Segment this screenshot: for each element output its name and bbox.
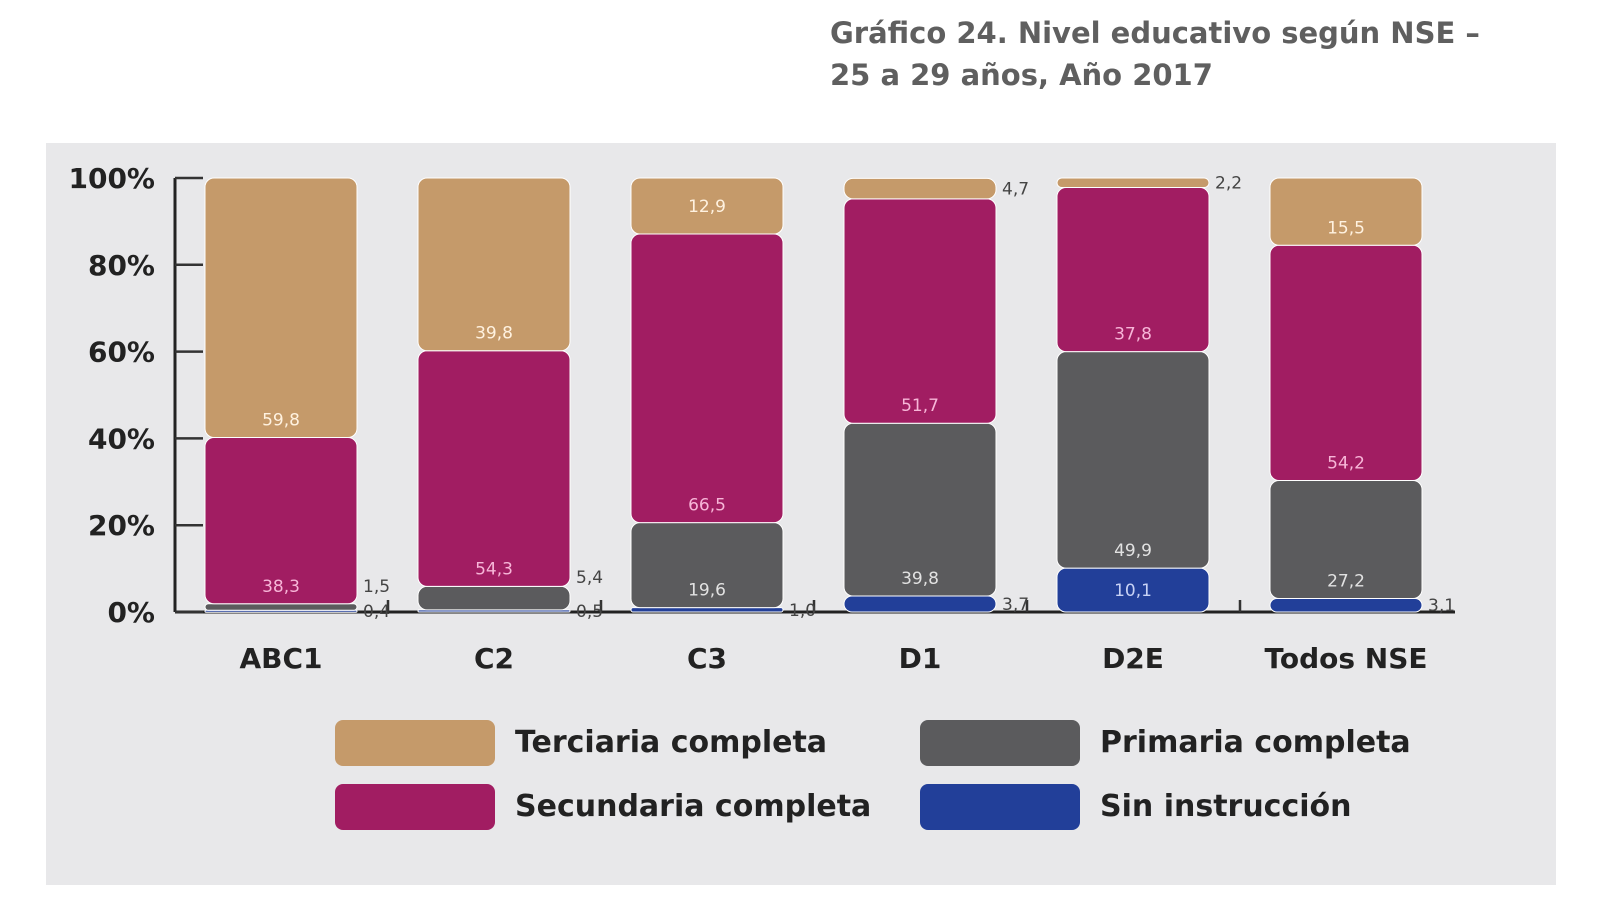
legend-item-primaria: Primaria completa [920,718,1411,768]
bar-segment-sin-instruccion [843,595,997,613]
bar-segment-secundaria-completa [417,350,571,587]
bar-segment-terciaria-completa [630,177,784,235]
x-tick-label: C3 [687,642,727,675]
data-label-primaria-completa: 5,4 [576,568,603,588]
x-tick-label: ABC1 [239,642,322,675]
bar-segment-secundaria-completa [843,198,997,424]
data-label-sin-instruccion: 10,1 [1114,581,1152,601]
x-tick-label: Todos NSE [1264,642,1427,675]
chart-title-line-2: 25 a 29 años, Año 2017 [830,58,1213,92]
x-tick-label: D1 [899,642,942,675]
data-label-sin-instruccion: 3,1 [1428,596,1455,616]
legend-label-sin-instruccion: Sin instrucción [1100,789,1352,824]
legend-item-secundaria: Secundaria completa [335,782,871,832]
y-tick-label: 80% [88,249,155,282]
bar-segment-terciaria-completa [204,177,358,439]
data-label-secundaria-completa: 66,5 [688,496,726,516]
data-label-terciaria-completa: 2,2 [1215,174,1242,194]
x-tick-label: D2E [1102,642,1164,675]
legend-item-sin-instruccion: Sin instrucción [920,782,1352,832]
data-label-secundaria-completa: 38,3 [262,577,300,597]
legend-swatch-primaria [920,720,1080,766]
data-label-terciaria-completa: 4,7 [1002,180,1029,200]
data-label-secundaria-completa: 37,8 [1114,325,1152,345]
y-tick-label: 20% [88,509,155,542]
legend-item-terciaria: Terciaria completa [335,718,827,768]
data-label-primaria-completa: 49,9 [1114,541,1152,561]
y-tick-label: 0% [107,596,155,629]
data-label-terciaria-completa: 39,8 [475,324,513,344]
bar-segment-sin-instruccion [1269,598,1423,613]
chart-title-line-1: Gráfico 24. Nivel educativo según NSE – [830,16,1480,50]
bar-segment-terciaria-completa [417,177,571,352]
legend-swatch-sin-instruccion [920,784,1080,830]
data-label-sin-instruccion: 1,0 [789,601,816,621]
bar-segment-primaria-completa [1056,351,1210,569]
bar-segment-terciaria-completa [1056,177,1210,189]
data-label-secundaria-completa: 51,7 [901,396,939,416]
data-label-terciaria-completa: 15,5 [1327,218,1365,238]
bar-segment-terciaria-completa [1269,177,1423,246]
legend-swatch-terciaria [335,720,495,766]
legend-label-terciaria: Terciaria completa [515,725,828,760]
legend-swatch-secundaria [335,784,495,830]
data-label-primaria-completa: 27,2 [1327,572,1365,592]
y-tick-label: 100% [68,162,155,195]
data-label-secundaria-completa: 54,2 [1327,453,1365,473]
bar-segment-primaria-completa [417,585,571,611]
bar-segment-secundaria-completa [630,233,784,524]
data-label-terciaria-completa: 12,9 [688,197,726,217]
data-label-sin-instruccion: 3,7 [1002,595,1029,615]
bar-segment-sin-instruccion [630,607,784,613]
data-label-sin-instruccion: 0,4 [363,602,390,622]
bar-segment-primaria-completa [204,603,358,611]
legend-label-primaria: Primaria completa [1100,725,1411,760]
x-tick-label: C2 [474,642,514,675]
data-label-primaria-completa: 39,8 [901,569,939,589]
data-label-terciaria-completa: 59,8 [262,411,300,431]
data-label-secundaria-completa: 54,3 [475,559,513,579]
y-tick-label: 60% [88,336,155,369]
bar-segment-secundaria-completa [1269,244,1423,481]
data-label-sin-instruccion: 0,5 [576,602,603,622]
legend-label-secundaria: Secundaria completa [515,789,872,824]
bar-segment-terciaria-completa [843,177,997,200]
y-tick-label: 40% [88,422,155,455]
chart-title: Gráfico 24. Nivel educativo según NSE – … [830,12,1570,96]
data-label-primaria-completa: 1,5 [363,577,390,597]
data-label-primaria-completa: 19,6 [688,581,726,601]
